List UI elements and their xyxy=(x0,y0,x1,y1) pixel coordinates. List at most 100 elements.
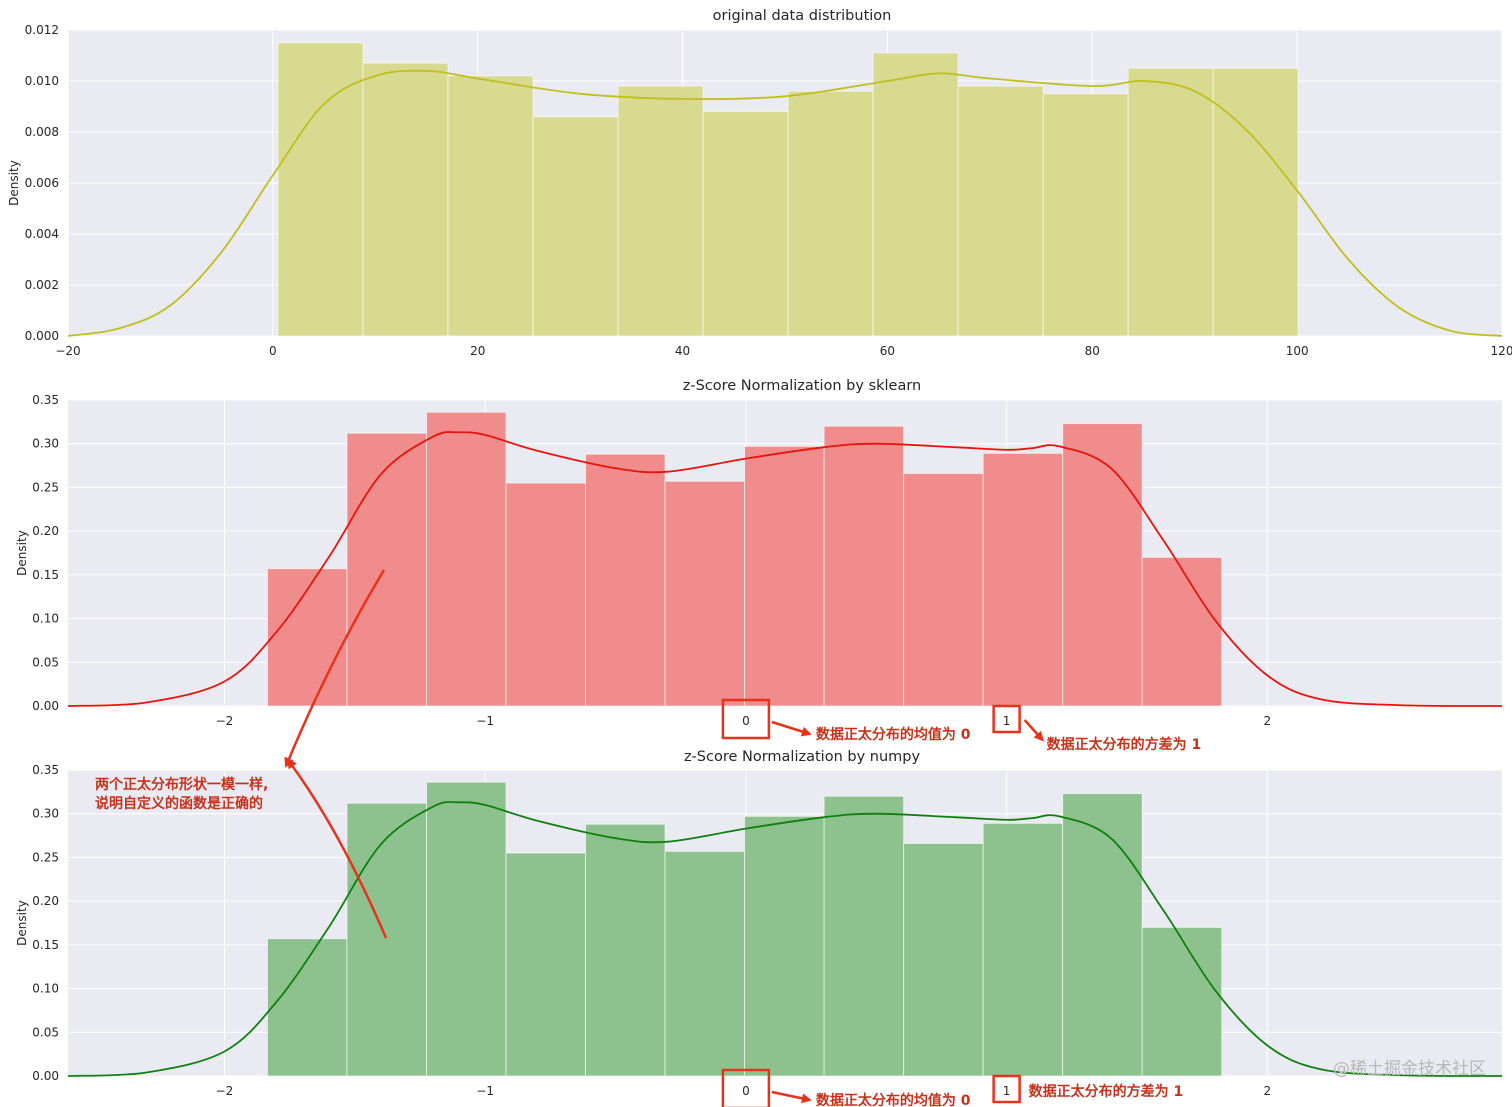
histogram-bar xyxy=(266,938,348,1077)
std-arrow xyxy=(1023,719,1044,742)
histogram-bar xyxy=(505,852,587,1077)
x-tick-label: 2 xyxy=(1264,1084,1272,1098)
histogram-bar xyxy=(1062,423,1143,707)
histogram-bar xyxy=(505,482,587,707)
y-tick-label: 0.05 xyxy=(32,1025,59,1039)
watermark-text: @稀土掘金技术社区 xyxy=(1333,1059,1486,1079)
histogram-bar xyxy=(585,823,666,1077)
histogram-bar xyxy=(277,42,364,337)
histogram-bar xyxy=(982,822,1064,1077)
comparison-note-line2: 说明自定义的函数是正确的 xyxy=(95,795,263,812)
kde-curve xyxy=(67,801,1503,1077)
x-tick-label: 1 xyxy=(1003,714,1011,728)
mean-note: 数据正太分布的均值为 0 xyxy=(816,726,971,743)
histogram-bar xyxy=(532,116,619,337)
y-tick-label: 0.002 xyxy=(25,278,59,292)
kde-curve xyxy=(67,431,1503,707)
y-tick-label: 0.05 xyxy=(32,655,59,669)
mean-tick-highlight xyxy=(721,698,771,740)
std-tick-highlight xyxy=(992,704,1021,734)
y-tick-label: 0.35 xyxy=(32,393,59,407)
mean-note: 数据正太分布的均值为 0 xyxy=(816,1092,971,1107)
y-tick-label: 0.00 xyxy=(32,1069,59,1083)
histogram-bar xyxy=(787,90,874,337)
histogram-bar xyxy=(744,445,825,707)
x-tick-label: 0 xyxy=(269,344,277,358)
x-tick-label: 20 xyxy=(470,344,485,358)
y-tick-label: 0.25 xyxy=(32,480,59,494)
histogram-bar xyxy=(346,432,427,707)
y-tick-label: 0.20 xyxy=(32,894,59,908)
annotation-overlay: 两个正太分布形状一模一样, 说明自定义的函数是正确的 xyxy=(95,569,388,939)
y-tick-label: 0.008 xyxy=(25,125,59,139)
histogram-bar xyxy=(426,781,507,1077)
std-note: 数据正太分布的方差为 1 xyxy=(1029,1083,1184,1100)
histogram-bar xyxy=(362,62,449,337)
x-tick-label: 120 xyxy=(1491,344,1512,358)
x-tick-label: 60 xyxy=(880,344,895,358)
x-tick-label: 1 xyxy=(1003,1084,1011,1098)
y-tick-label: 0.004 xyxy=(25,227,59,241)
histogram-bar xyxy=(957,85,1044,337)
std-tick-highlight xyxy=(992,1074,1021,1104)
y-tick-label: 0.35 xyxy=(32,763,59,777)
chart-3: −2 −1 0 1 2 0.00 0.05 0.10 0.15 0.20 0.25 0.30 0.35 z… xyxy=(15,749,1503,1107)
histogram-bar xyxy=(1141,926,1223,1077)
histogram-bar xyxy=(1212,67,1299,337)
y-tick-label: 0.010 xyxy=(25,74,59,88)
kde-curve xyxy=(67,69,1503,337)
y-tick-label: 0.20 xyxy=(32,524,59,538)
y-tick-label: 0.10 xyxy=(32,982,59,996)
y-tick-label: 0.000 xyxy=(25,329,59,343)
x-tick-label: −1 xyxy=(476,714,494,728)
y-tick-label: 0.006 xyxy=(25,176,59,190)
x-tick-label: 0 xyxy=(742,1084,750,1098)
histogram-bar xyxy=(1127,67,1214,337)
histogram-bar xyxy=(702,111,789,337)
y-tick-label: 0.15 xyxy=(32,568,59,582)
y-tick-label: 0.012 xyxy=(25,23,59,37)
arrow-numpy-to-note xyxy=(286,758,388,939)
histogram-bar xyxy=(1062,793,1143,1077)
histogram-bar xyxy=(585,453,666,707)
x-tick-label: −2 xyxy=(216,714,234,728)
histogram-bar xyxy=(1042,93,1129,337)
chart-2: −2 −1 0 1 2 0.00 0.05 0.10 0.15 0.20 0.25 0.30 0.35 z… xyxy=(15,378,1503,753)
x-tick-label: 100 xyxy=(1286,344,1309,358)
histogram-bar xyxy=(1141,556,1223,707)
histogram-bar xyxy=(266,568,348,707)
comparison-note-line1: 两个正太分布形状一模一样, xyxy=(95,776,268,793)
chart-title: z-Score Normalization by sklearn xyxy=(683,378,922,394)
mean-arrow xyxy=(771,1090,812,1104)
x-tick-label: 40 xyxy=(675,344,690,358)
x-tick-label: −20 xyxy=(55,344,80,358)
histogram-bar xyxy=(664,850,746,1077)
x-tick-label: 2 xyxy=(1264,714,1272,728)
arrow-sklearn-to-note xyxy=(284,569,386,768)
histogram-bar xyxy=(447,75,534,337)
y-axis-label: Density xyxy=(15,530,29,576)
y-tick-label: 0.25 xyxy=(32,850,59,864)
histogram-bar xyxy=(903,472,984,707)
y-tick-label: 0.30 xyxy=(32,437,59,451)
x-tick-label: 80 xyxy=(1085,344,1100,358)
std-note: 数据正太分布的方差为 1 xyxy=(1047,736,1202,753)
chart-title: original data distribution xyxy=(713,8,892,24)
histogram-bar xyxy=(664,480,746,707)
chart-title: z-Score Normalization by numpy xyxy=(684,749,921,765)
histogram-bar xyxy=(872,52,959,337)
histogram-bar xyxy=(617,85,704,337)
x-tick-label: 0 xyxy=(742,714,750,728)
histogram-bar xyxy=(346,802,427,1077)
histogram-bar xyxy=(823,425,905,707)
mean-tick-highlight xyxy=(721,1068,771,1107)
histogram-bar xyxy=(903,842,984,1077)
histogram-bar xyxy=(982,452,1064,707)
histogram-bar xyxy=(426,411,507,707)
y-tick-label: 0.10 xyxy=(32,612,59,626)
chart-1: −20 0 20 40 60 80 100 120 0.000 0.002 0.004 0.006 0.… xyxy=(7,8,1512,358)
y-axis-label: Density xyxy=(7,160,21,206)
y-axis-label: Density xyxy=(15,900,29,946)
x-tick-label: −2 xyxy=(216,1084,234,1098)
